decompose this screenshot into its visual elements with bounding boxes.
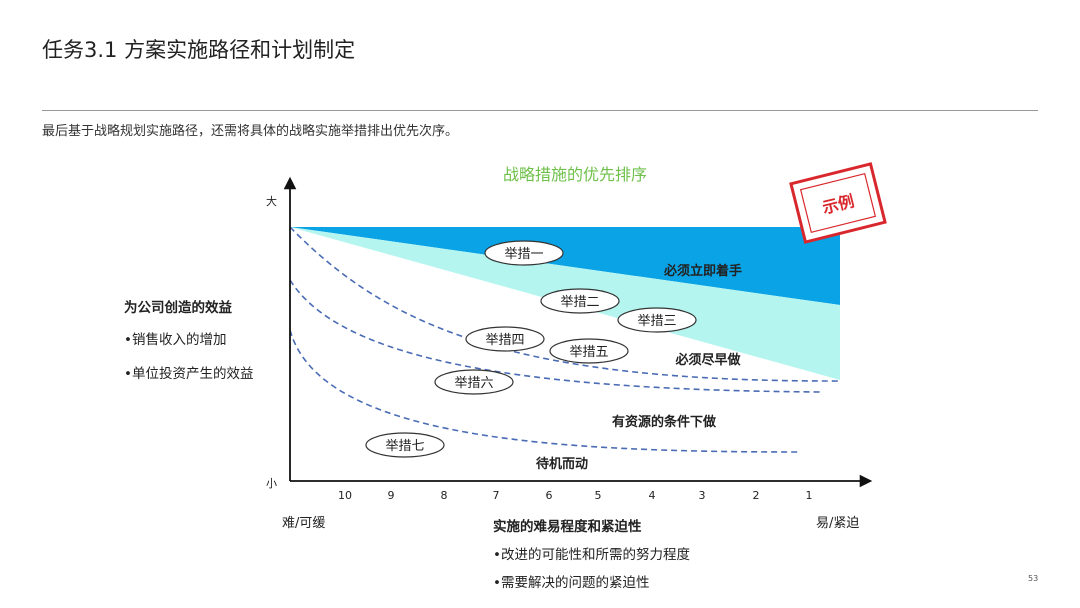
zone-label-wait: 待机而动 [535,456,588,472]
x-axis-bullet-1: •改进的可能性和所需的努力程度 [493,547,690,563]
y-axis-title: 为公司创造的效益 [124,300,232,316]
y-axis-top-label: 大 [266,194,277,208]
measure-2: 举措二 [540,288,620,314]
measure-7-label: 举措七 [385,439,424,454]
y-axis-bullet-2: •单位投资产生的效益 [124,366,254,382]
x-tick-5: 5 [595,489,602,502]
zone-label-urgent: 必须立即着手 [663,263,742,279]
x-tick-4: 4 [649,489,656,502]
page-title: 任务3.1 方案实施路径和计划制定 [42,38,356,62]
x-axis-right-end: 易/紧迫 [816,516,860,531]
x-tick-6: 6 [546,489,553,502]
measure-1: 举措一 [484,240,564,266]
diagram-title: 战略措施的优先排序 [503,165,647,184]
zone-label-early: 必须尽早做 [674,352,740,368]
measure-7: 举措七 [365,432,445,458]
dashed-curve-1 [289,226,841,382]
x-ticks: 10 9 8 7 6 5 4 3 2 1 [338,489,813,502]
dashed-curve-2 [289,279,821,393]
measure-6: 举措六 [434,369,514,395]
x-tick-2: 2 [753,489,760,502]
measure-3: 举措三 [617,307,697,333]
page-number: 53 [1028,574,1039,583]
x-tick-10: 10 [338,489,352,502]
measure-4-label: 举措四 [485,333,524,348]
intro-text: 最后基于战略规划实施路径，还需将具体的战略实施举措排出优先次序。 [42,124,459,139]
dashed-curve-3 [289,329,801,453]
measure-3-label: 举措三 [637,314,676,329]
x-tick-7: 7 [493,489,500,502]
measure-6-label: 举措六 [454,376,493,391]
measure-1-label: 举措一 [504,247,543,262]
x-axis-bullet-2: •需要解决的问题的紧迫性 [493,575,650,591]
title-divider [42,110,1038,111]
measure-2-label: 举措二 [560,295,599,310]
y-axis-bottom-label: 小 [266,477,277,490]
measure-4: 举措四 [465,326,545,352]
x-tick-9: 9 [388,489,395,502]
x-tick-1: 1 [806,489,813,502]
sample-stamp: 示例 [789,162,887,244]
y-axis-bullet-1: •销售收入的增加 [124,332,227,348]
x-tick-3: 3 [699,489,706,502]
x-axis-left-end: 难/可缓 [282,516,326,531]
measure-5: 举措五 [549,338,629,364]
measure-5-label: 举措五 [569,345,608,360]
x-tick-8: 8 [441,489,448,502]
zone-label-resources: 有资源的条件下做 [612,414,716,430]
x-axis-title: 实施的难易程度和紧迫性 [493,519,642,535]
